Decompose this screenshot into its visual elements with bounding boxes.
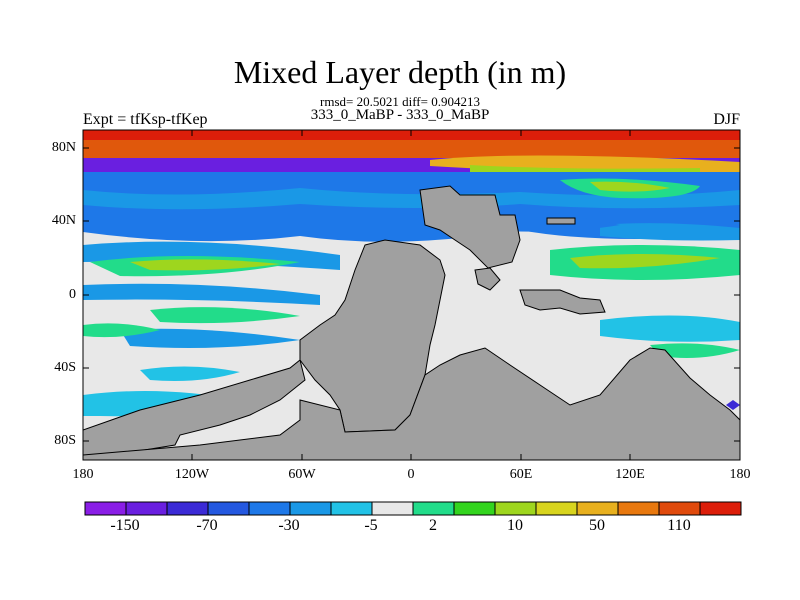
colorbar-swatch <box>125 501 168 516</box>
colorbar-swatch <box>207 501 250 516</box>
lon-label-180e: 180 <box>729 467 751 482</box>
colorbar-swatch <box>535 501 578 516</box>
colorbar-label-50: 50 <box>589 517 605 534</box>
indo-cyan-band <box>600 223 740 241</box>
lat-label-40n: 40N <box>51 213 76 228</box>
tropical-cyan-band-3 <box>120 328 300 348</box>
colorbar-swatch <box>371 501 414 516</box>
land-east-continent <box>519 289 606 315</box>
experiment-pair-label: 333_0_MaBP - 333_0_MaBP <box>310 107 490 123</box>
lat-tick-marks <box>83 147 740 442</box>
tropical-cyan-band-2 <box>83 283 320 305</box>
colorbar-swatch <box>617 501 660 516</box>
lat-label-0: 0 <box>69 287 76 302</box>
colorbar-label-minus5: -5 <box>364 517 378 534</box>
land-central-island <box>474 267 501 291</box>
lat-label-80s: 80S <box>54 433 76 448</box>
colorbar-swatch <box>84 501 127 516</box>
colorbar-swatch <box>412 501 455 516</box>
lon-label-180w: 180 <box>72 467 94 482</box>
colorbar-label-minus70: -70 <box>196 517 218 534</box>
colorbar-label-minus150: -150 <box>110 517 140 534</box>
land-north-america <box>419 185 521 269</box>
indo-lime-band <box>570 254 720 269</box>
colorbar-swatch <box>289 501 332 516</box>
colorbar-swatch <box>330 501 373 516</box>
land-small-island <box>546 217 576 225</box>
colorbar-label-10: 10 <box>507 517 523 534</box>
colorbar-swatch <box>166 501 209 516</box>
lon-tick-marks <box>191 130 631 460</box>
experiment-label: Expt = tfKsp-tfKep <box>83 111 208 128</box>
land-antarctica-west <box>83 359 306 460</box>
lon-label-60e: 60E <box>509 467 533 482</box>
lon-label-120e: 120E <box>615 467 645 482</box>
colorbar-swatch <box>658 501 701 516</box>
tropical-lime-band-1 <box>130 259 280 271</box>
land-masses <box>83 185 740 460</box>
southern-blue-marker <box>726 400 740 410</box>
colorbar-label-110: 110 <box>667 517 691 534</box>
south-pacific-cyan <box>600 315 740 342</box>
plot-title: Mixed Layer depth (in m) <box>233 54 567 90</box>
tropical-green-band-2 <box>150 307 300 324</box>
colorbar-swatch <box>494 501 537 516</box>
season-label: DJF <box>713 111 740 128</box>
colorbar-swatch <box>699 501 742 516</box>
lon-label-120w: 120W <box>174 467 210 482</box>
tropical-green-band-3 <box>83 323 160 338</box>
north-cyan-band <box>83 188 740 210</box>
south-pacific-green <box>650 343 740 358</box>
land-antarctica-main <box>83 347 740 460</box>
lat-label-80n: 80N <box>51 140 76 155</box>
colorbar-swatch <box>576 501 619 516</box>
colorbar-label-2: 2 <box>429 517 437 534</box>
colorbar-label-minus30: -30 <box>278 517 300 534</box>
colorbar-swatch <box>453 501 496 516</box>
lat-label-40s: 40S <box>54 360 76 375</box>
lon-label-0: 0 <box>407 467 415 482</box>
lon-label-60w: 60W <box>288 467 316 482</box>
stats-line: rmsd= 20.5021 diff= 0.904213 <box>320 94 480 109</box>
southern-cyan-patch-2 <box>140 366 240 381</box>
arctic-orange-band <box>83 140 740 160</box>
colorbar-swatch <box>248 501 291 516</box>
north-yellow-patch <box>590 181 670 192</box>
